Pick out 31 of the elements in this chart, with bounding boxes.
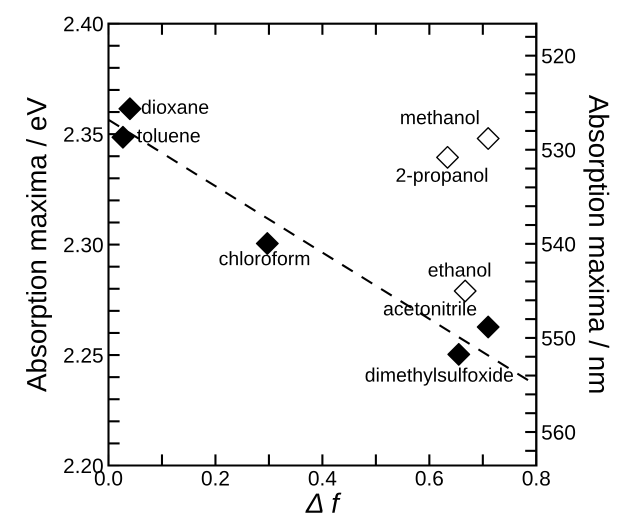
- point: [476, 127, 500, 150]
- y2-tick-label: 540: [542, 236, 576, 252]
- x-tick-label: 0.8: [522, 470, 550, 486]
- y2-tick-label: 530: [542, 142, 576, 158]
- x-tick-label: 0.4: [308, 470, 336, 486]
- annotation: dioxane: [142, 100, 208, 114]
- y2-axis-title: Absorption maxima / nm: [583, 94, 610, 393]
- y-tick-label: 2.35: [64, 127, 103, 142]
- y-tick-label: 2.25: [64, 348, 103, 363]
- annotation: 2-propanol: [396, 168, 488, 186]
- point: [118, 97, 142, 120]
- annotation: dimethylsulfoxide: [366, 368, 514, 386]
- x-tick-label: 0.2: [202, 470, 229, 486]
- y2-tick-label: 550: [542, 330, 576, 346]
- annotation: ethanol: [428, 262, 490, 277]
- y2-tick-label: 560: [542, 425, 576, 440]
- y-tick-label: 2.30: [64, 238, 103, 252]
- annotation: acetonitrile: [384, 301, 476, 316]
- annotation: chloroform: [219, 251, 310, 266]
- annotation: methanol: [401, 110, 479, 124]
- y2-tick-label: 520: [542, 48, 576, 64]
- point: [476, 316, 500, 338]
- point: [436, 146, 459, 169]
- point: [454, 280, 477, 302]
- y-tick-label: 2.40: [64, 16, 103, 32]
- x-axis-title: Δ f: [305, 492, 342, 513]
- x-tick-label: 0.6: [416, 470, 443, 486]
- y-axis-title: Absorption maxima / eV: [26, 97, 52, 392]
- point: [447, 342, 470, 366]
- point: [111, 126, 134, 149]
- annotation: toluene: [137, 128, 200, 142]
